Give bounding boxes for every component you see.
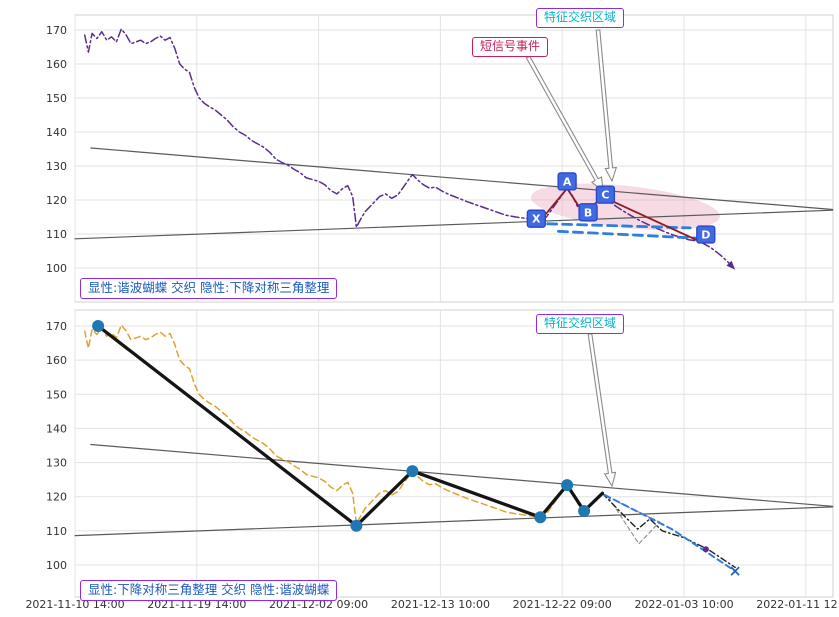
pivot-2[interactable] — [350, 519, 363, 532]
end-cross-marker — [730, 566, 740, 576]
forecast-blue-dash — [603, 494, 737, 573]
prz-zone-line-2 — [557, 229, 698, 240]
x-tick-label: 2021-12-22 09:00 — [513, 598, 612, 611]
price-line-arrowhead — [726, 260, 736, 270]
y-tick-label: 120 — [46, 194, 67, 207]
y-tick-label: 150 — [46, 92, 67, 105]
y-tick-label: 120 — [46, 491, 67, 504]
trendline-lower — [74, 506, 834, 537]
triangle-zigzag — [96, 324, 605, 528]
pattern-point-X[interactable] — [526, 209, 546, 228]
x-tick-label: 2021-12-13 10:00 — [391, 598, 490, 611]
x-tick-label: 2021-11-10 14:00 — [25, 598, 124, 611]
y-tick-label: 130 — [46, 160, 67, 173]
trendline-upper — [90, 443, 834, 507]
plot-border — [74, 14, 834, 303]
pattern-point-label: C — [601, 189, 609, 202]
pattern-point-label: X — [532, 213, 541, 226]
pivot-3[interactable] — [406, 465, 419, 478]
y-tick-label: 140 — [46, 422, 67, 435]
price-tail-dashdot — [601, 492, 736, 569]
trendline-upper — [90, 147, 834, 211]
pattern-point-label: D — [701, 229, 710, 242]
y-tick-label: 110 — [46, 525, 67, 538]
pattern-point-D[interactable] — [696, 225, 716, 244]
y-tick-label: 110 — [46, 228, 67, 241]
y-tick-label: 150 — [46, 388, 67, 401]
panel-top: 100 110 120 130 140 150 160 170 X A BC D — [46, 14, 834, 303]
y-tick-label: 170 — [46, 320, 67, 333]
pivot-4[interactable] — [534, 511, 547, 524]
feature-interweave-zone-label-bottom: 特征交织区域 — [536, 314, 625, 334]
pattern-point-label: A — [563, 175, 572, 188]
callout-arrow — [525, 55, 604, 193]
y-tick-label: 140 — [46, 126, 67, 139]
x-tick-label: 2021-12-02 09:00 — [269, 598, 368, 611]
trendline-lower — [74, 209, 834, 240]
panel-bottom: 100 110 120 130 140 150 160 170 — [46, 309, 834, 598]
pivot-5[interactable] — [561, 479, 574, 492]
x-tick-label: 2022-01-03 10:00 — [634, 598, 733, 611]
pattern-caption-top: 显性:谐波蝴蝶 交织 隐性:下降对称三角整理 — [80, 278, 338, 299]
pattern-point-C[interactable] — [595, 185, 616, 204]
y-tick-label: 160 — [46, 354, 67, 367]
x-tick-label: 2022-01-11 12:00 — [756, 598, 839, 611]
pivot-1[interactable] — [92, 320, 105, 332]
feature-interweave-zone-label-top: 特征交织区域 — [536, 8, 625, 28]
x-tick-label: 2021-11-19 14:00 — [147, 598, 246, 611]
price-line — [83, 324, 604, 525]
y-tick-label: 100 — [46, 262, 67, 275]
prz-zone-line-1 — [546, 222, 692, 230]
plot-border — [74, 309, 834, 598]
y-tick-label: 170 — [46, 24, 67, 37]
y-tick-label: 130 — [46, 457, 67, 470]
short-signal-event-label: 短信号事件 — [472, 37, 549, 57]
y-tick-label: 100 — [46, 559, 67, 572]
pattern-point-B[interactable] — [578, 203, 598, 222]
pivot-6[interactable] — [578, 505, 591, 517]
price-end-dot[interactable] — [702, 546, 709, 553]
y-tick-label: 160 — [46, 58, 67, 71]
callout-arrow — [595, 29, 618, 183]
pattern-caption-bottom: 显性:下降对称三角整理 交织 隐性:谐波蝴蝶 — [80, 580, 338, 601]
pattern-point-label: B — [584, 206, 592, 219]
pattern-point-A[interactable] — [557, 172, 577, 191]
callout-arrow — [587, 333, 617, 488]
